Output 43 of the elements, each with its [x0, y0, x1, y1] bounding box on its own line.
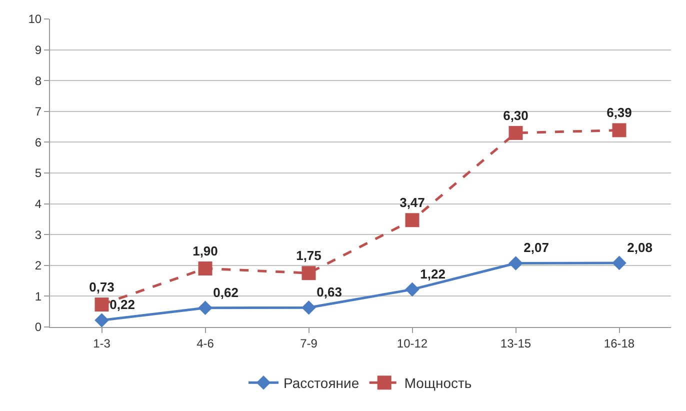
x-tick-label: 16-18 [604, 336, 635, 350]
y-tick-label: 0 [34, 320, 42, 334]
data-label: 1,90 [192, 243, 218, 258]
y-tick-label: 3 [34, 228, 42, 242]
point [198, 300, 212, 316]
point [198, 261, 212, 276]
y-tick-label: 9 [34, 43, 42, 57]
x-tick-label: 7-9 [300, 336, 318, 350]
data-label: 0,22 [110, 297, 135, 312]
point [508, 126, 523, 140]
data-label: 3,47 [400, 195, 425, 210]
y-tick-label: 2 [34, 258, 42, 273]
x-tick-label: 4-6 [196, 336, 214, 350]
y-tick-label: 7 [34, 104, 42, 119]
x-tick-label: 13-15 [500, 336, 532, 350]
legend-label: Расстояние [284, 375, 360, 392]
data-label: 1,22 [420, 266, 446, 282]
data-label: 1,75 [296, 248, 322, 264]
y-tick-label: 1 [34, 289, 42, 304]
x-tick-label: 10-12 [396, 336, 428, 350]
data-label: 2,08 [627, 240, 652, 255]
y-tick-label: 5 [34, 166, 42, 180]
point [508, 256, 523, 270]
legend-label: Мощность [404, 375, 472, 392]
data-label: 2,07 [524, 240, 549, 256]
data-label: 6,39 [606, 105, 632, 120]
y-tick-label: 4 [34, 197, 42, 211]
y-tick-label: 6 [34, 135, 42, 150]
point [94, 298, 109, 312]
y-tick-label: 10 [28, 12, 42, 26]
point [94, 313, 109, 328]
x-tick-label: 1-3 [93, 336, 111, 350]
data-label: 0,62 [213, 284, 238, 300]
data-label: 0,73 [89, 280, 114, 295]
point [405, 282, 420, 297]
point [302, 266, 316, 280]
data-label: 0,63 [316, 284, 342, 300]
point [612, 123, 626, 138]
data-label: 6,30 [503, 108, 528, 123]
point [302, 300, 316, 315]
point [612, 256, 626, 270]
point [405, 213, 420, 228]
y-tick-label: 8 [34, 74, 42, 88]
